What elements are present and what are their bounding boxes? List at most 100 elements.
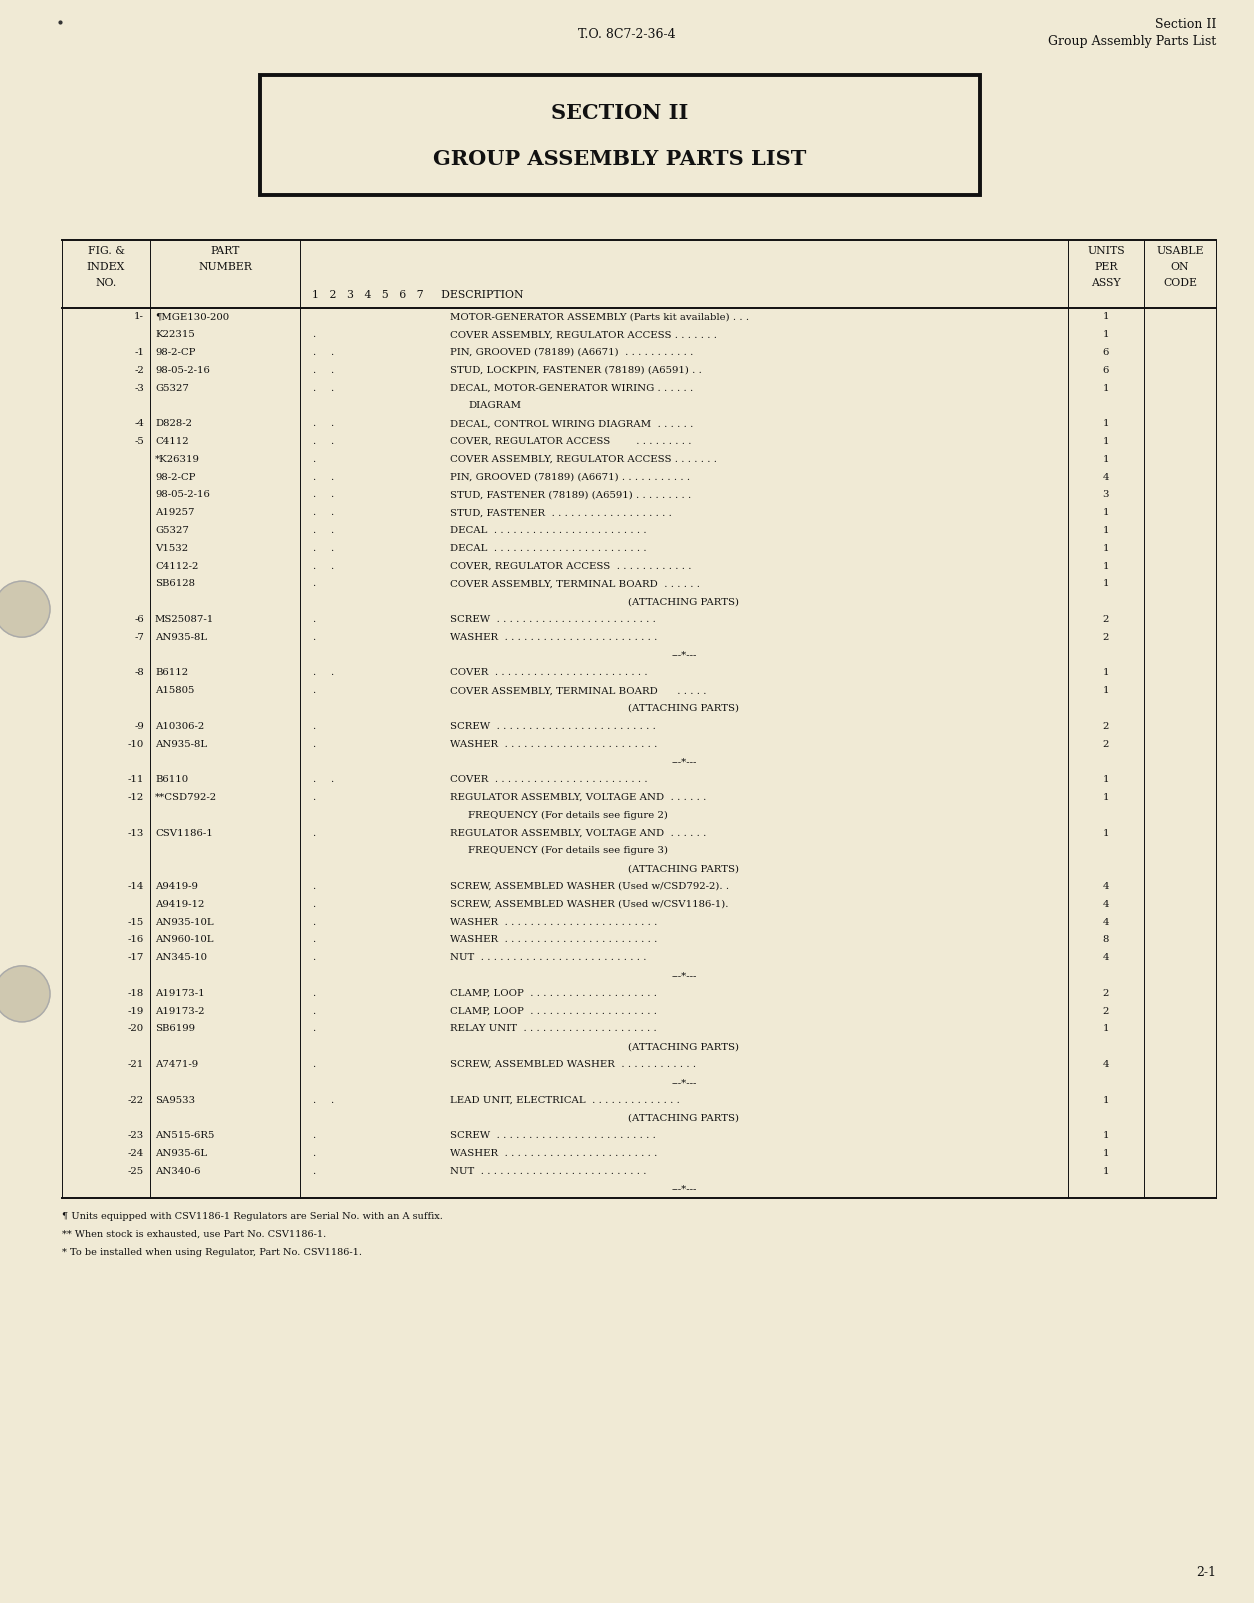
Text: .: . <box>312 455 316 463</box>
Text: PART: PART <box>211 245 240 256</box>
Text: WASHER  . . . . . . . . . . . . . . . . . . . . . . . .: WASHER . . . . . . . . . . . . . . . . .… <box>450 917 657 927</box>
Text: **CSD792-2: **CSD792-2 <box>155 793 217 802</box>
Text: .: . <box>312 829 316 838</box>
Text: WASHER  . . . . . . . . . . . . . . . . . . . . . . . .: WASHER . . . . . . . . . . . . . . . . .… <box>450 739 657 749</box>
Circle shape <box>0 582 50 636</box>
Text: CLAMP, LOOP  . . . . . . . . . . . . . . . . . . . .: CLAMP, LOOP . . . . . . . . . . . . . . … <box>450 1007 657 1016</box>
Text: .: . <box>312 561 316 571</box>
Text: CLAMP, LOOP  . . . . . . . . . . . . . . . . . . . .: CLAMP, LOOP . . . . . . . . . . . . . . … <box>450 989 657 997</box>
Text: SCREW, ASSEMBLED WASHER  . . . . . . . . . . . .: SCREW, ASSEMBLED WASHER . . . . . . . . … <box>450 1060 696 1069</box>
Text: A19173-1: A19173-1 <box>155 989 204 997</box>
Text: 1: 1 <box>1102 313 1110 321</box>
Text: CSV1186-1: CSV1186-1 <box>155 829 213 838</box>
Text: .: . <box>330 383 334 393</box>
Text: 1: 1 <box>1102 420 1110 428</box>
Text: AN935-8L: AN935-8L <box>155 739 207 749</box>
Text: ---*---: ---*--- <box>671 757 697 766</box>
Text: -25: -25 <box>128 1167 144 1175</box>
Text: COVER  . . . . . . . . . . . . . . . . . . . . . . . .: COVER . . . . . . . . . . . . . . . . . … <box>450 668 647 678</box>
Text: -14: -14 <box>128 882 144 891</box>
Text: 6: 6 <box>1102 348 1110 357</box>
Text: .: . <box>312 633 316 641</box>
Text: 1: 1 <box>1102 668 1110 678</box>
Text: C4112: C4112 <box>155 438 188 446</box>
Text: FREQUENCY (For details see figure 3): FREQUENCY (For details see figure 3) <box>468 846 668 856</box>
Text: .: . <box>312 936 316 944</box>
Text: .: . <box>330 438 334 446</box>
Text: .: . <box>312 668 316 678</box>
Text: UNITS: UNITS <box>1087 245 1125 256</box>
Text: 1: 1 <box>1102 438 1110 446</box>
Text: DECAL, CONTROL WIRING DIAGRAM  . . . . . .: DECAL, CONTROL WIRING DIAGRAM . . . . . … <box>450 420 693 428</box>
Text: .: . <box>312 438 316 446</box>
Text: .: . <box>330 668 334 678</box>
Text: (ATTACHING PARTS): (ATTACHING PARTS) <box>628 864 740 874</box>
Text: .: . <box>312 721 316 731</box>
Text: SCREW  . . . . . . . . . . . . . . . . . . . . . . . . .: SCREW . . . . . . . . . . . . . . . . . … <box>450 1132 656 1140</box>
Text: .: . <box>312 348 316 357</box>
Text: COVER ASSEMBLY, REGULATOR ACCESS . . . . . . .: COVER ASSEMBLY, REGULATOR ACCESS . . . .… <box>450 330 717 340</box>
Text: 1: 1 <box>1102 1149 1110 1157</box>
Text: .: . <box>330 420 334 428</box>
Text: 4: 4 <box>1102 473 1110 481</box>
Text: 2-1: 2-1 <box>1196 1566 1216 1579</box>
Text: .: . <box>312 1132 316 1140</box>
Text: -13: -13 <box>128 829 144 838</box>
Circle shape <box>0 967 50 1021</box>
Text: PIN, GROOVED (78189) (A6671) . . . . . . . . . . .: PIN, GROOVED (78189) (A6671) . . . . . .… <box>450 473 690 481</box>
Text: 1: 1 <box>1102 1132 1110 1140</box>
Text: T.O. 8C7-2-36-4: T.O. 8C7-2-36-4 <box>578 27 676 42</box>
Text: A7471-9: A7471-9 <box>155 1060 198 1069</box>
Text: 1: 1 <box>1102 526 1110 535</box>
Text: SCREW  . . . . . . . . . . . . . . . . . . . . . . . . .: SCREW . . . . . . . . . . . . . . . . . … <box>450 721 656 731</box>
Text: .: . <box>330 1095 334 1104</box>
Text: WASHER  . . . . . . . . . . . . . . . . . . . . . . . .: WASHER . . . . . . . . . . . . . . . . .… <box>450 1149 657 1157</box>
Text: SCREW, ASSEMBLED WASHER (Used w/CSD792-2). .: SCREW, ASSEMBLED WASHER (Used w/CSD792-2… <box>450 882 729 891</box>
Text: 1: 1 <box>1102 1095 1110 1104</box>
Text: .: . <box>330 473 334 481</box>
Text: .: . <box>312 420 316 428</box>
Text: (ATTACHING PARTS): (ATTACHING PARTS) <box>628 598 740 606</box>
Text: (ATTACHING PARTS): (ATTACHING PARTS) <box>628 704 740 713</box>
Text: 1: 1 <box>1102 1167 1110 1175</box>
Text: ¶ Units equipped with CSV1186-1 Regulators are Serial No. with an A suffix.: ¶ Units equipped with CSV1186-1 Regulato… <box>61 1212 443 1221</box>
Text: 8: 8 <box>1102 936 1110 944</box>
Text: AN935-8L: AN935-8L <box>155 633 207 641</box>
Text: .: . <box>330 776 334 784</box>
Text: 1: 1 <box>1102 543 1110 553</box>
Text: REGULATOR ASSEMBLY, VOLTAGE AND  . . . . . .: REGULATOR ASSEMBLY, VOLTAGE AND . . . . … <box>450 793 706 802</box>
Text: 98-05-2-16: 98-05-2-16 <box>155 365 209 375</box>
Text: -10: -10 <box>128 739 144 749</box>
Text: 2: 2 <box>1102 989 1110 997</box>
Text: -12: -12 <box>128 793 144 802</box>
Text: -23: -23 <box>128 1132 144 1140</box>
Text: V1532: V1532 <box>155 543 188 553</box>
Text: 4: 4 <box>1102 954 1110 962</box>
Text: .: . <box>312 491 316 500</box>
Text: A9419-12: A9419-12 <box>155 899 204 909</box>
Text: .: . <box>312 1149 316 1157</box>
Text: AN935-10L: AN935-10L <box>155 917 213 927</box>
Text: WASHER  . . . . . . . . . . . . . . . . . . . . . . . .: WASHER . . . . . . . . . . . . . . . . .… <box>450 633 657 641</box>
Text: 2: 2 <box>1102 633 1110 641</box>
Text: AN935-6L: AN935-6L <box>155 1149 207 1157</box>
Text: -24: -24 <box>128 1149 144 1157</box>
Text: -19: -19 <box>128 1007 144 1016</box>
Text: -9: -9 <box>134 721 144 731</box>
Text: .: . <box>312 686 316 696</box>
Text: .: . <box>312 543 316 553</box>
Text: 1: 1 <box>1102 829 1110 838</box>
Text: NO.: NO. <box>95 277 117 289</box>
Text: K22315: K22315 <box>155 330 194 340</box>
Text: COVER ASSEMBLY, TERMINAL BOARD  . . . . . .: COVER ASSEMBLY, TERMINAL BOARD . . . . .… <box>450 579 700 588</box>
Text: 1: 1 <box>1102 508 1110 518</box>
Text: (ATTACHING PARTS): (ATTACHING PARTS) <box>628 1042 740 1052</box>
Text: -11: -11 <box>128 776 144 784</box>
Text: -18: -18 <box>128 989 144 997</box>
Text: 1: 1 <box>1102 561 1110 571</box>
Text: 1: 1 <box>1102 330 1110 340</box>
Text: 1: 1 <box>1102 455 1110 463</box>
Text: .: . <box>312 899 316 909</box>
Text: USABLE: USABLE <box>1156 245 1204 256</box>
Text: 4: 4 <box>1102 1060 1110 1069</box>
